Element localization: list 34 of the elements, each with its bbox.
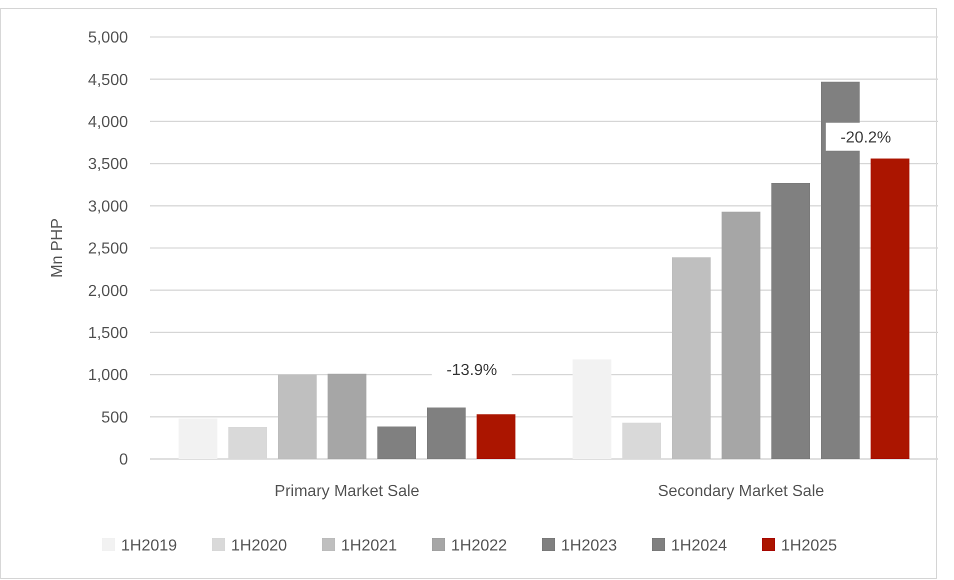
bar [476,414,516,459]
annotation: -20.2% [840,129,892,146]
bar [178,418,218,459]
bar [426,408,466,459]
y-tick-label: 3,000 [88,198,128,216]
y-tick-label: 1,000 [88,367,128,384]
bar [771,183,810,459]
legend-label: 1H2024 [671,538,728,555]
legend-label: 1H2021 [341,538,398,555]
x-tick-label: Secondary Market Sale [658,483,824,500]
bar [672,257,711,459]
legend-label: 1H2019 [121,538,178,555]
y-tick-label: 1,500 [88,325,128,342]
y-tick-label: 4,000 [88,114,128,131]
y-tick-label: 3,500 [88,156,128,174]
y-tick-label: 2,500 [88,240,128,258]
bar [377,426,416,459]
y-axis-title: Mn PHP [49,218,66,278]
bar [870,158,910,459]
bar [328,374,366,459]
y-tick-label: 0 [119,452,128,469]
legend-label: 1H2023 [561,538,618,555]
bar [572,359,612,459]
legend-label: 1H2025 [781,538,838,555]
bar [278,374,317,459]
y-tick-label: 4,500 [88,72,128,89]
legend-label: 1H2022 [451,538,508,555]
y-tick-label: 500 [101,409,128,426]
y-tick-label: 2,000 [88,282,128,300]
x-tick-label: Primary Market Sale [274,483,420,500]
bar [722,212,760,459]
y-tick-label: 5,000 [88,30,128,47]
legend-label: 1H2020 [231,538,288,555]
annotation: -13.9% [446,362,498,379]
